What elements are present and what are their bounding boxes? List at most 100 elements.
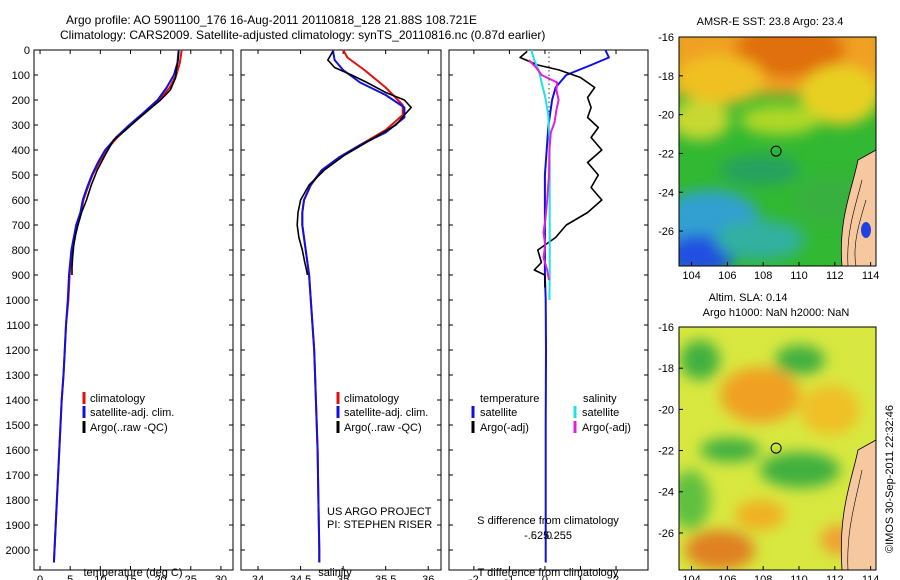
s-tick-label: -.5: [524, 530, 537, 542]
latitude-tick-label: -18: [658, 363, 674, 375]
legend-t-satellite-label: satellite: [480, 407, 517, 419]
legend-t-argo-label: Argo(-adj): [480, 422, 529, 434]
series-satellite-adj-clim--line: [301, 49, 406, 563]
depth-tick-label: 2000: [6, 545, 30, 557]
sla-heatmap: [679, 327, 876, 570]
latitude-tick-label: -16: [658, 322, 674, 334]
sst-heatmap: [679, 37, 876, 266]
depth-tick-label: 200: [12, 95, 30, 107]
depth-tick-label: 1800: [6, 495, 30, 507]
series-t-argo-adj--line: [519, 50, 603, 288]
depth-tick-label: 1600: [6, 445, 30, 457]
longitude-tick-label: 112: [826, 270, 844, 282]
t-difference-axis-label: T difference from climatology: [478, 567, 619, 579]
series-s-argo-adj--line: [527, 59, 560, 281]
legend-argo-label: Argo(..raw -QC): [90, 422, 168, 434]
salinity-panel: 34 34.5 35 35.5 36 climatology satellite-adj…: [240, 49, 442, 580]
depth-tick-label: 800: [12, 245, 30, 257]
difference-legend: temperature salinity satellite Argo(-adj…: [471, 393, 631, 434]
latitude-tick-label: -26: [658, 528, 674, 540]
s-tick-label: .5: [563, 530, 572, 542]
x-tick-label: 15: [124, 574, 136, 580]
depth-tick-label: 0: [24, 45, 30, 57]
salinity-plot-frame: [240, 49, 442, 571]
depth-tick-label: 1500: [6, 420, 30, 432]
depth-tick-label: 100: [12, 70, 30, 82]
sla-map-title-line2: Argo h1000: NaN h2000: NaN: [703, 307, 850, 319]
x-tick-label: 30: [215, 574, 227, 580]
sst-map-title: AMSR-E SST: 23.8 Argo: 23.4: [697, 16, 844, 28]
depth-tick-label: 1900: [6, 520, 30, 532]
salinity-legend: climatology satellite-adj. clim. Argo(..…: [336, 392, 428, 434]
depth-tick-label: 1400: [6, 395, 30, 407]
x-tick-label: 0: [37, 574, 43, 580]
x-tick-label: 25: [185, 574, 197, 580]
latitude-tick-label: -22: [658, 148, 674, 160]
credit-project: US ARGO PROJECT: [327, 506, 432, 518]
longitude-tick-label: 104: [682, 270, 700, 282]
sst-map-panel: AMSR-E SST: 23.8 Argo: 23.4: [658, 16, 880, 282]
temperature-axis-label: temperature (deg C): [83, 567, 182, 579]
imos-timestamp: ©IMOS 30-Sep-2011 22:32:46: [884, 405, 896, 553]
depth-tick-label: 1200: [6, 345, 30, 357]
longitude-tick-label: 104: [682, 574, 700, 580]
x-tick-label: 35.5: [375, 574, 396, 580]
x-tick-label: 34: [252, 574, 264, 580]
latitude-tick-label: -24: [658, 187, 674, 199]
series-t-satellite-line: [543, 49, 610, 563]
temperature-plot-frame: [33, 49, 234, 571]
x-tick-label: 35: [337, 574, 349, 580]
x-tick-label: 0: [542, 574, 548, 580]
longitude-tick-label: 106: [718, 270, 736, 282]
sla-map-panel: Altim. SLA: 0.14 Argo h1000: NaN h2000: …: [658, 292, 879, 580]
latitude-tick-label: -26: [658, 226, 674, 238]
series-climatology-line: [52, 49, 183, 563]
legend-satellite-label: satellite-adj. clim.: [90, 407, 174, 419]
figure-title-line1: Argo profile: AO 5901100_176 16-Aug-2011…: [66, 13, 477, 27]
sst-map-frame: [678, 36, 877, 267]
x-tick-label: 10: [94, 574, 106, 580]
difference-plot-frame: [448, 49, 649, 571]
sst-argo-marker: [770, 145, 782, 157]
latitude-tick-label: -20: [658, 404, 674, 416]
legend-argo-label: Argo(..raw -QC): [344, 422, 422, 434]
depth-tick-label: 400: [12, 145, 30, 157]
figure-title-line2: Climatology: CARS2009. Satellite-adjuste…: [60, 28, 545, 42]
x-tick-label: 5: [67, 574, 73, 580]
x-tick-label: -1: [505, 574, 515, 580]
latitude-tick-label: -18: [658, 71, 674, 83]
s-tick-label: 0: [546, 530, 552, 542]
depth-tick-label: 300: [12, 120, 30, 132]
legend-climatology-label: climatology: [90, 393, 146, 405]
longitude-tick-label: 110: [790, 270, 808, 282]
sla-map-title-line1: Altim. SLA: 0.14: [709, 292, 788, 304]
depth-tick-label: 1000: [6, 295, 30, 307]
longitude-tick-label: 106: [718, 574, 736, 580]
latitude-tick-label: -20: [658, 110, 674, 122]
difference-panel: -2 -1 0 1 2 temperature salinity satellite A…: [448, 49, 649, 580]
temperature-panel: 0100200300400500600700800900100011001200…: [6, 45, 234, 580]
credit-pi: PI: STEPHEN RISER: [327, 519, 432, 531]
temperature-legend: climatology satellite-adj. clim. Argo(..…: [82, 392, 174, 434]
legend-climatology-label: climatology: [344, 393, 400, 405]
depth-tick-label: 500: [12, 170, 30, 182]
legend-s-argo-label: Argo(-adj): [582, 422, 631, 434]
latitude-tick-label: -22: [658, 446, 674, 458]
x-tick-label: 1: [577, 574, 583, 580]
longitude-tick-label: 112: [826, 574, 844, 580]
longitude-tick-label: 114: [862, 270, 880, 282]
depth-tick-label: 600: [12, 195, 30, 207]
series-argo-raw-qc--line: [71, 51, 180, 275]
s-difference-axis-label: S difference from climatology: [477, 515, 619, 527]
series-argo-raw-qc--line: [296, 50, 413, 276]
sla-argo-marker: [770, 442, 782, 454]
longitude-tick-label: 108: [754, 574, 772, 580]
latitude-tick-label: -24: [658, 487, 674, 499]
salinity-axis-label: salinity: [318, 567, 352, 579]
x-tick-label: 20: [155, 574, 167, 580]
longitude-tick-label: 108: [754, 270, 772, 282]
depth-tick-label: 1700: [6, 470, 30, 482]
legend-s-satellite-label: satellite: [582, 407, 619, 419]
depth-tick-label: 1100: [6, 320, 30, 332]
x-tick-label: 36: [422, 574, 434, 580]
